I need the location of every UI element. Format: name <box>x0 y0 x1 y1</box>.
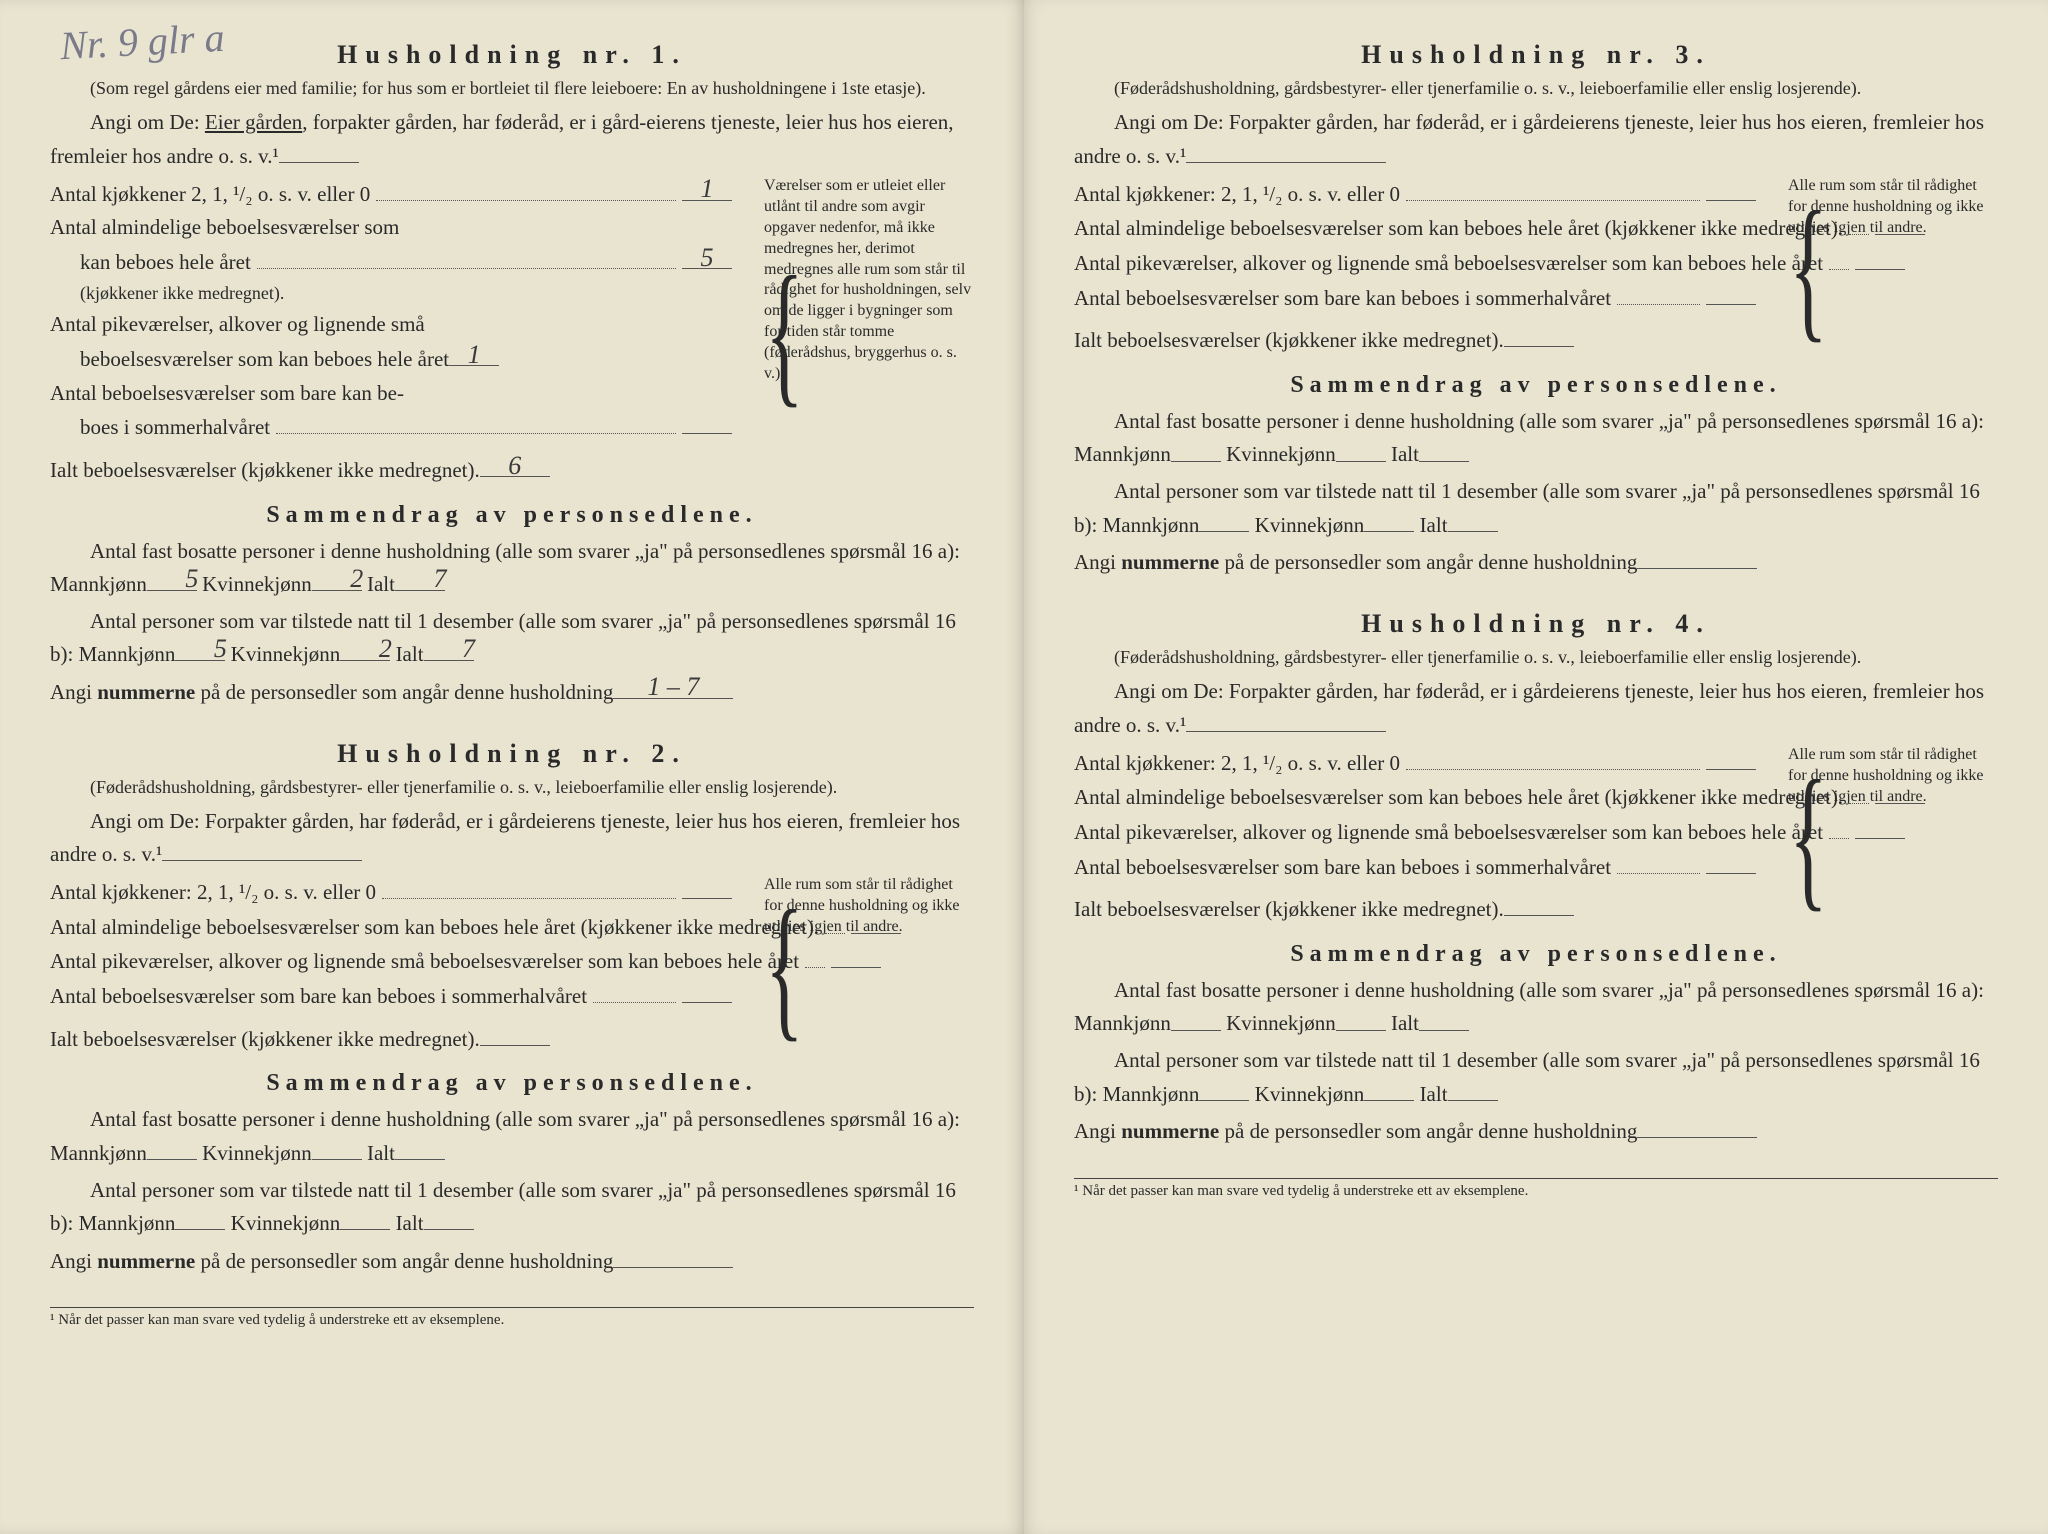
k2: 2 <box>339 629 392 669</box>
sammendrag-2-title: Sammendrag av personsedlene. <box>50 1070 974 1097</box>
ialt-label: Ialt beboelsesværelser (kjøkkener ikke m… <box>50 454 480 488</box>
nummer-1: Angi nummerne på de personsedler som ang… <box>50 675 974 709</box>
m2: 5 <box>174 629 227 669</box>
alm-value: 5 <box>701 237 714 279</box>
sammendrag-3-line-b: Antal personer som var tilstede natt til… <box>1074 475 1998 541</box>
household-2-subtitle: (Føderådshusholdning, gårdsbestyrer- ell… <box>50 775 974 799</box>
rooms-block-1: Antal kjøkkener 2, 1, ¹/₂ o. s. v. eller… <box>50 176 974 487</box>
household-1-subtitle: (Som regel gårdens eier med familie; for… <box>50 76 974 100</box>
footnote-right: ¹ Når det passer kan man svare ved tydel… <box>1074 1178 1998 1200</box>
kjokken-value: 1 <box>701 168 714 210</box>
household-2: Husholdning nr. 2. (Føderådshusholdning,… <box>50 739 974 1278</box>
sammendrag-4-line-a: Antal fast bosatte personer i denne hush… <box>1074 974 1998 1040</box>
sammendrag-1-title: Sammendrag av personsedlene. <box>50 502 974 529</box>
sammendrag-1-line-a: Antal fast bosatte personer i denne hush… <box>50 535 974 601</box>
sammendrag-3-title: Sammendrag av personsedlene. <box>1074 372 1998 399</box>
alm-note: (kjøkkener ikke medregnet). <box>50 279 732 308</box>
kjokken-label: Antal kjøkkener 2, 1, ¹/₂ o. s. v. eller… <box>50 178 370 212</box>
sammendrag-3-line-a: Antal fast bosatte personer i denne hush… <box>1074 405 1998 471</box>
sammendrag-4-title: Sammendrag av personsedlene. <box>1074 941 1998 968</box>
household-4: Husholdning nr. 4. (Føderådshusholdning,… <box>1074 609 1998 1148</box>
sammendrag-2-line-a: Antal fast bosatte personer i denne hush… <box>50 1103 974 1169</box>
nummer-value: 1 – 7 <box>647 667 699 707</box>
sammendrag-2-line-b: Antal personer som var tilstede natt til… <box>50 1174 974 1240</box>
k1: 2 <box>310 559 363 599</box>
household-4-title: Husholdning nr. 4. <box>1074 609 1998 639</box>
rooms-block-3: Antal kjøkkener: 2, 1, ¹/₂ o. s. v. elle… <box>1074 176 1998 357</box>
rooms-block-4: Antal kjøkkener: 2, 1, ¹/₂ o. s. v. elle… <box>1074 745 1998 926</box>
household-4-angi: Angi om De: Forpakter gården, har føderå… <box>1074 675 1998 741</box>
sammendrag-1-line-b: Antal personer som var tilstede natt til… <box>50 605 974 671</box>
household-4-subtitle: (Føderådshusholdning, gårdsbestyrer- ell… <box>1074 645 1998 669</box>
i1: 7 <box>393 559 446 599</box>
pike-value: 1 <box>468 334 481 376</box>
nummer-2: Angi nummerne på de personsedler som ang… <box>50 1244 974 1278</box>
household-3-angi: Angi om De: Forpakter gården, har føderå… <box>1074 106 1998 172</box>
household-1-angi: Angi om De: Eier gården, forpakter gårde… <box>50 106 974 172</box>
household-2-angi: Angi om De: Forpakter gården, har føderå… <box>50 805 974 871</box>
footnote-left: ¹ Når det passer kan man svare ved tydel… <box>50 1307 974 1329</box>
household-3: Husholdning nr. 3. (Føderådshusholdning,… <box>1074 40 1998 579</box>
household-1: Husholdning nr. 1. (Som regel gårdens ei… <box>50 40 974 709</box>
side-note-3: Alle rum som står til rådighet for denne… <box>1770 176 1998 357</box>
i2: 7 <box>422 629 475 669</box>
side-note-2: Alle rum som står til rådighet for denne… <box>746 875 974 1056</box>
sammendrag-4-line-b: Antal personer som var tilstede natt til… <box>1074 1044 1998 1110</box>
side-note-4: Alle rum som står til rådighet for denne… <box>1770 745 1998 926</box>
handwritten-scribble: Nr. 9 glr a <box>59 14 226 70</box>
nummer-3: Angi nummerne på de personsedler som ang… <box>1074 545 1998 579</box>
angi-underlined: Eier gården <box>205 110 302 134</box>
left-page: Nr. 9 glr a Husholdning nr. 1. (Som rege… <box>0 0 1024 1534</box>
nummer-4: Angi nummerne på de personsedler som ang… <box>1074 1114 1998 1148</box>
household-3-title: Husholdning nr. 3. <box>1074 40 1998 70</box>
household-2-title: Husholdning nr. 2. <box>50 739 974 769</box>
household-3-subtitle: (Føderådshusholdning, gårdsbestyrer- ell… <box>1074 76 1998 100</box>
side-note-1: Værelser som er utleiet eller utlånt til… <box>746 176 974 487</box>
ialt-value: 6 <box>508 445 521 487</box>
right-page: Husholdning nr. 3. (Føderådshusholdning,… <box>1024 0 2048 1534</box>
rooms-block-2: Antal kjøkkener: 2, 1, ¹/₂ o. s. v. elle… <box>50 875 974 1056</box>
m1: 5 <box>145 559 198 599</box>
document-spread: Nr. 9 glr a Husholdning nr. 1. (Som rege… <box>0 0 2048 1534</box>
